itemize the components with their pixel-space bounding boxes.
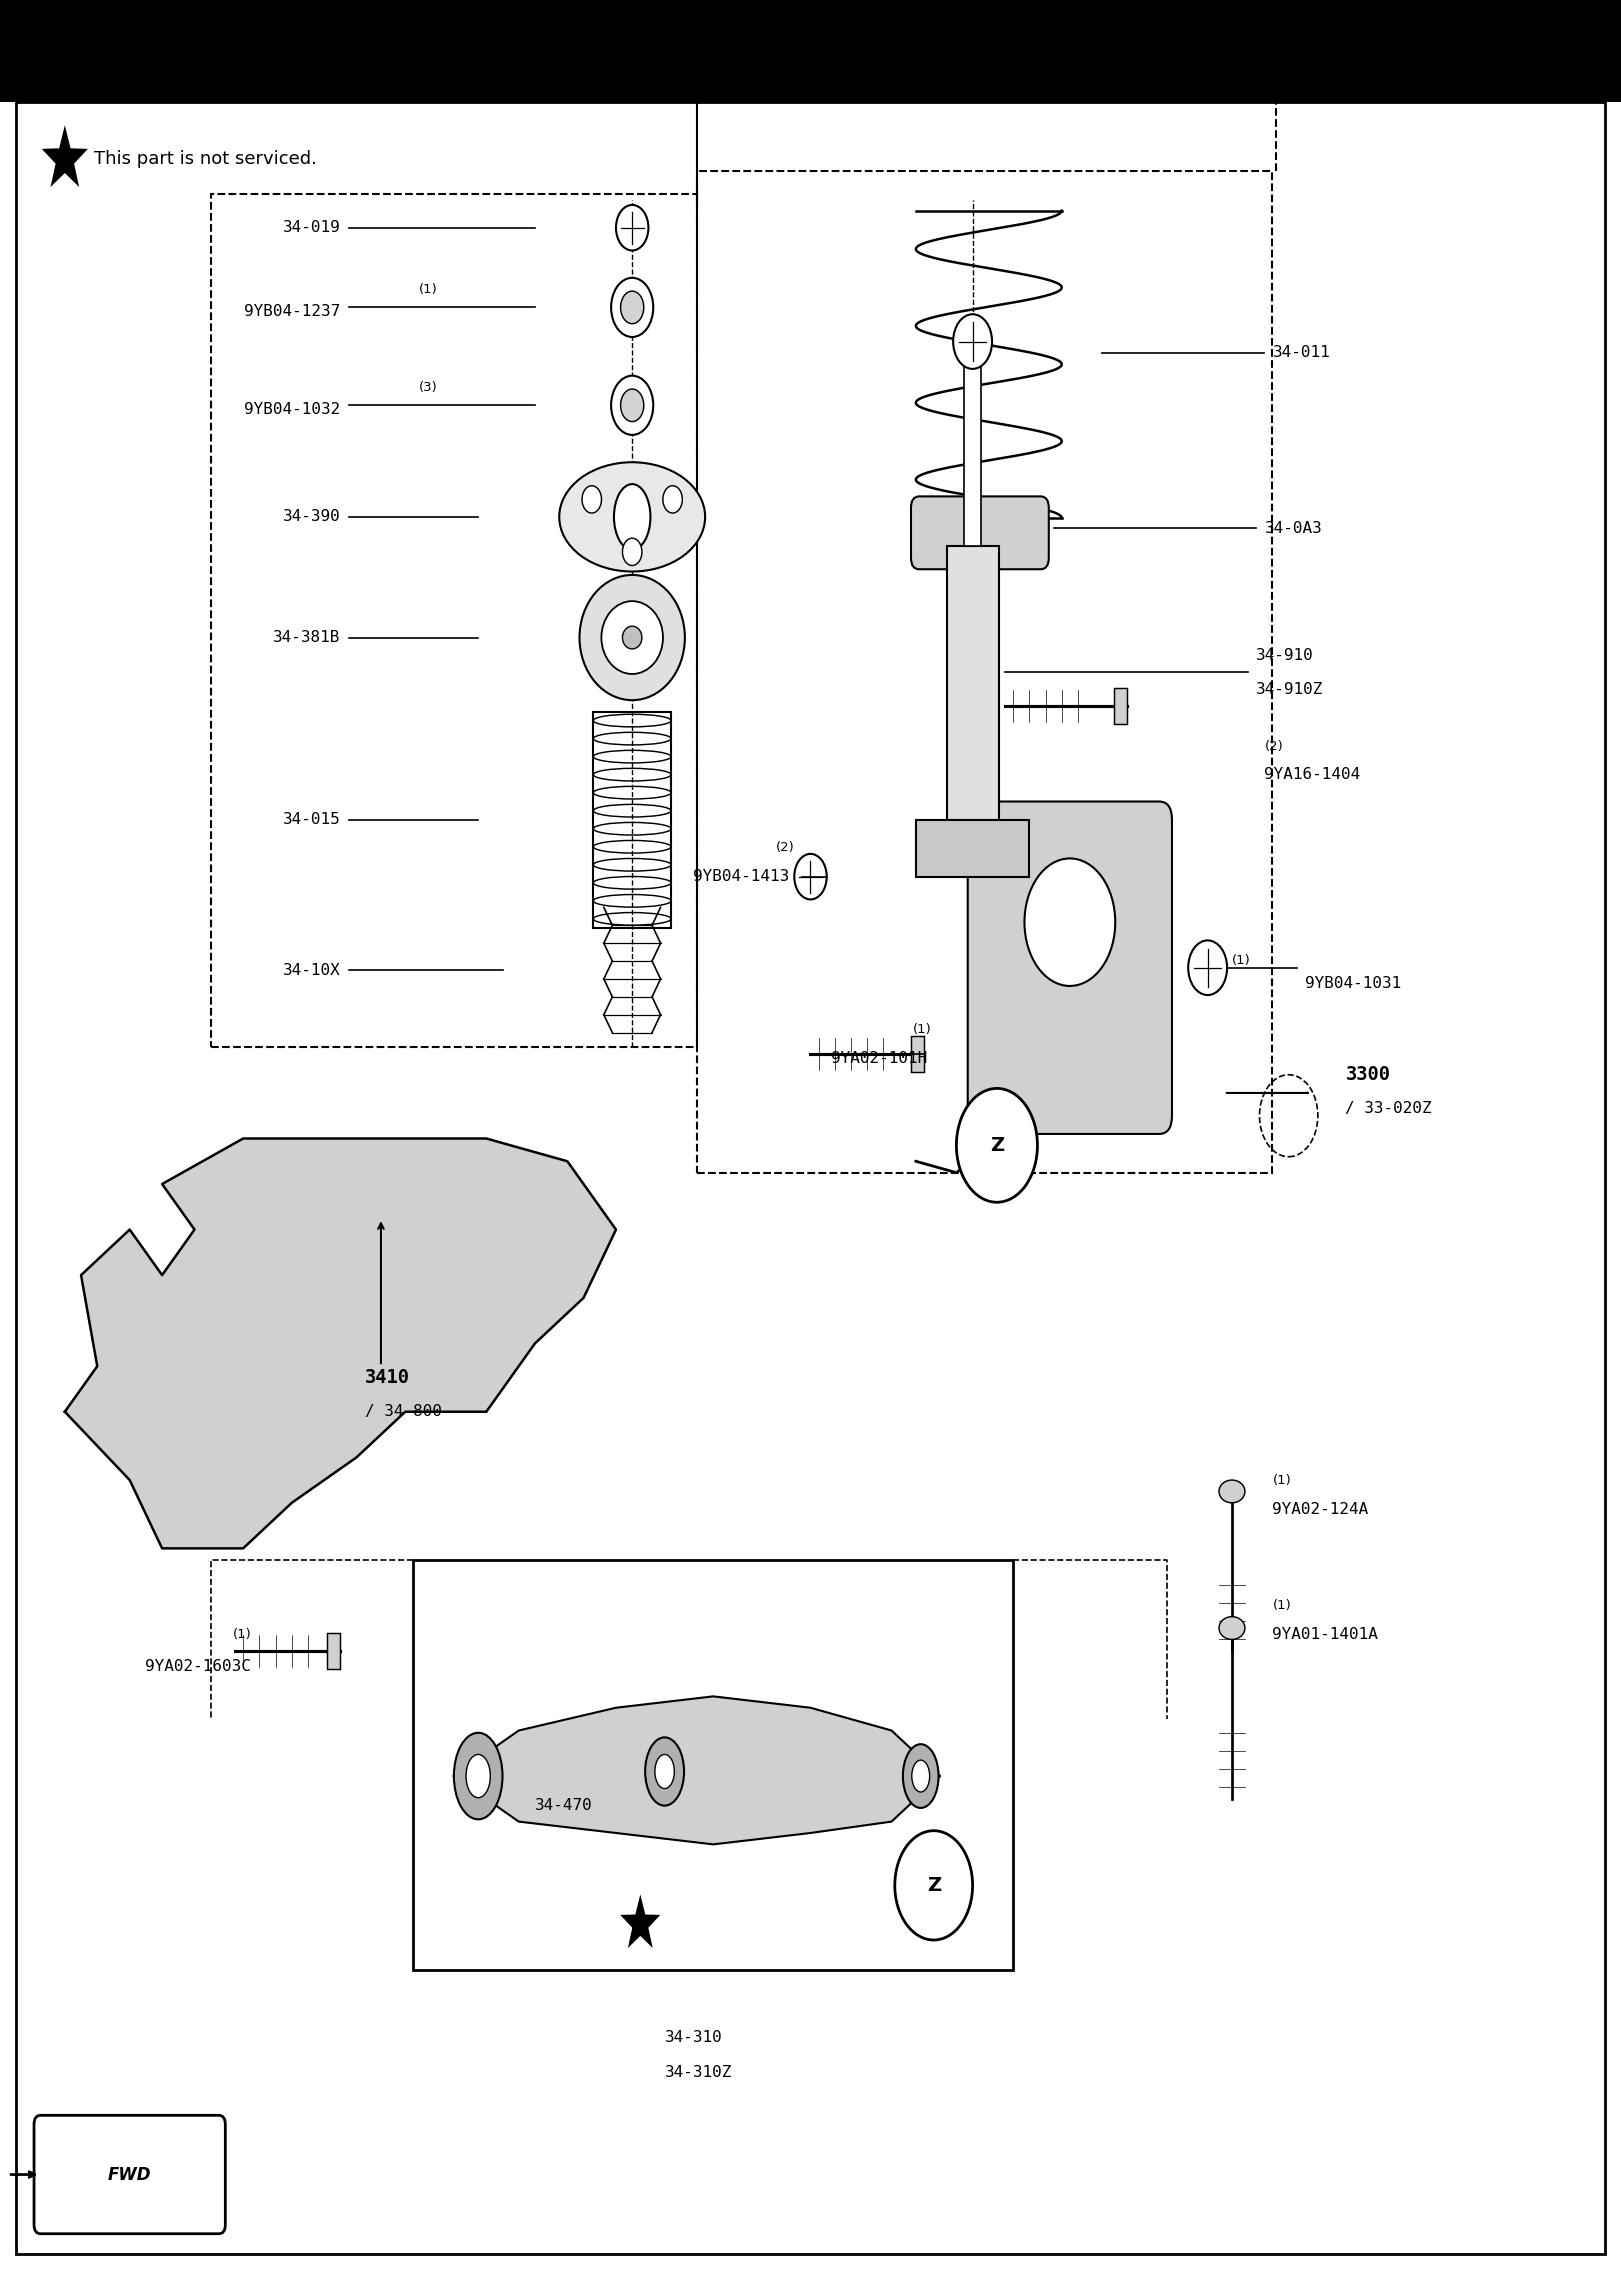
Circle shape: [622, 537, 642, 565]
Text: 9YB04-1032: 9YB04-1032: [245, 403, 340, 417]
Circle shape: [621, 389, 644, 421]
Ellipse shape: [903, 1744, 939, 1808]
Bar: [593, 710, 671, 927]
Text: (1): (1): [418, 282, 438, 296]
Text: / 33-020Z: / 33-020Z: [1345, 1102, 1431, 1116]
Bar: [697, 171, 1272, 1173]
Text: 9YA01-1401A: 9YA01-1401A: [1272, 1628, 1378, 1642]
Polygon shape: [42, 125, 88, 187]
Ellipse shape: [1219, 1617, 1245, 1639]
Ellipse shape: [579, 576, 684, 701]
Circle shape: [895, 1831, 973, 1940]
Ellipse shape: [457, 1833, 514, 1924]
Ellipse shape: [467, 1753, 490, 1799]
Text: 9YA02-101H: 9YA02-101H: [832, 1052, 927, 1066]
Text: (1): (1): [1272, 1598, 1292, 1612]
Text: (1): (1): [913, 1022, 932, 1036]
Text: 9YA16-1404: 9YA16-1404: [1264, 767, 1360, 781]
Ellipse shape: [614, 485, 650, 549]
Text: 34-015: 34-015: [282, 813, 340, 827]
Text: FWD: FWD: [109, 2165, 151, 2184]
Bar: [413, 1560, 1013, 1970]
Ellipse shape: [1219, 1480, 1245, 1503]
Circle shape: [953, 314, 992, 369]
Text: 34-310Z: 34-310Z: [665, 2065, 733, 2079]
Circle shape: [794, 854, 827, 899]
Circle shape: [611, 376, 653, 435]
Bar: [211, 194, 697, 1047]
Bar: [1114, 688, 1127, 724]
Bar: [947, 546, 999, 820]
Text: 34-910: 34-910: [1256, 649, 1315, 663]
Text: 34-910Z: 34-910Z: [1256, 683, 1324, 697]
Circle shape: [1024, 858, 1115, 986]
Text: 34-10X: 34-10X: [282, 963, 340, 977]
Circle shape: [621, 291, 644, 323]
Text: 9YB04-1237: 9YB04-1237: [245, 305, 340, 319]
Bar: [0, 0, 1621, 102]
Polygon shape: [454, 1787, 940, 1924]
Ellipse shape: [658, 1840, 704, 1917]
Text: 9YA02-1603C: 9YA02-1603C: [146, 1660, 251, 1674]
Ellipse shape: [645, 1737, 684, 1806]
Text: / 34-800: / 34-800: [365, 1405, 443, 1419]
Circle shape: [956, 1088, 1037, 1202]
Text: This part is not serviced.: This part is not serviced.: [94, 150, 316, 168]
Ellipse shape: [655, 1753, 674, 1790]
Bar: [327, 1633, 340, 1669]
Text: (2): (2): [775, 840, 794, 854]
Bar: [916, 820, 1029, 877]
Text: 34-381B: 34-381B: [272, 631, 340, 644]
Circle shape: [611, 278, 653, 337]
Bar: [911, 1036, 924, 1072]
Ellipse shape: [890, 1824, 926, 1888]
Text: 34-310: 34-310: [665, 2031, 723, 2045]
Text: 34-011: 34-011: [1272, 346, 1331, 360]
Ellipse shape: [454, 1733, 503, 1819]
Ellipse shape: [601, 601, 663, 674]
Circle shape: [663, 485, 682, 512]
Circle shape: [1188, 940, 1227, 995]
FancyBboxPatch shape: [968, 802, 1172, 1134]
Ellipse shape: [911, 1760, 929, 1792]
Text: 3300: 3300: [1345, 1066, 1391, 1084]
Circle shape: [616, 205, 648, 250]
Text: (1): (1): [232, 1628, 251, 1642]
Text: 9YB04-1031: 9YB04-1031: [1305, 977, 1401, 990]
Text: 9YB04-1413: 9YB04-1413: [694, 870, 789, 883]
Polygon shape: [454, 1696, 940, 1844]
Text: (3): (3): [418, 380, 438, 394]
Text: 34-0A3: 34-0A3: [1264, 521, 1323, 535]
Text: 34-390: 34-390: [282, 510, 340, 524]
Circle shape: [582, 485, 601, 512]
Text: Z: Z: [990, 1136, 1003, 1154]
Text: Z: Z: [927, 1876, 940, 1894]
Text: (1): (1): [1272, 1473, 1292, 1487]
Polygon shape: [65, 1138, 616, 1548]
Text: 3410: 3410: [365, 1368, 410, 1387]
Ellipse shape: [559, 462, 705, 572]
FancyBboxPatch shape: [911, 496, 1049, 569]
Text: (1): (1): [1232, 954, 1251, 968]
Ellipse shape: [622, 626, 642, 649]
Text: 9YA02-124A: 9YA02-124A: [1272, 1503, 1368, 1516]
Bar: [964, 342, 981, 546]
Text: 34-019: 34-019: [282, 221, 340, 235]
Text: 34-470: 34-470: [535, 1799, 593, 1812]
Polygon shape: [621, 1894, 660, 1949]
Text: (2): (2): [1264, 740, 1284, 754]
